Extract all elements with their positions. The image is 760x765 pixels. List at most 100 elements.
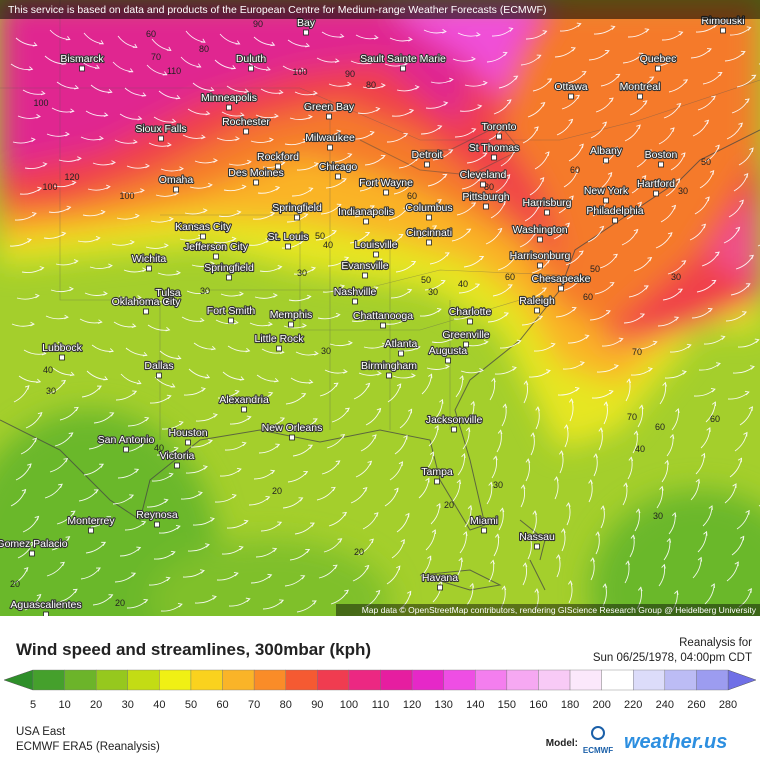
streamline-arrow <box>99 40 104 45</box>
city-marker <box>658 161 664 168</box>
streamline-arrow <box>131 323 137 328</box>
streamline-arrow <box>142 267 147 272</box>
streamline-arrow <box>405 512 410 518</box>
streamline-arrow <box>24 385 30 390</box>
streamline-arrow <box>175 95 181 100</box>
streamline-arrow <box>442 28 447 34</box>
city-marker <box>275 163 281 170</box>
streamline-arrow <box>575 94 580 100</box>
streamline-arrow <box>639 404 644 410</box>
streamline-arrow <box>754 338 760 344</box>
city-label: Chicago <box>319 161 358 173</box>
streamline-arrow <box>676 102 682 108</box>
city-marker <box>226 104 232 111</box>
city-label: Ottawa <box>554 81 587 93</box>
streamline-arrow <box>341 105 347 111</box>
streamline-arrow <box>488 481 493 487</box>
contour-label: 20 <box>115 598 125 608</box>
streamline-arrow <box>103 112 109 117</box>
city-label: Monterrey <box>67 515 115 527</box>
streamline-arrow <box>61 231 67 237</box>
city-label: Evansville <box>341 260 388 272</box>
city-marker <box>88 527 94 534</box>
contour-label: 60 <box>655 422 665 432</box>
streamline-arrow <box>511 148 516 154</box>
streamline-arrow <box>375 589 381 595</box>
city-label: Pittsburgh <box>462 191 509 203</box>
streamline-arrow <box>168 472 174 478</box>
city-label: Milwaukee <box>305 132 355 144</box>
contour-label: 50 <box>590 264 600 274</box>
city-marker <box>174 462 180 469</box>
city-marker <box>363 218 369 225</box>
streamline-arrow <box>523 380 529 385</box>
streamline-arrow <box>335 312 341 318</box>
streamline-arrow <box>623 482 628 488</box>
colorbar-cell <box>127 669 160 691</box>
streamline-arrow <box>209 87 215 92</box>
city-marker <box>451 426 457 433</box>
streamline-arrow <box>630 534 636 540</box>
streamline-arrow <box>434 425 439 430</box>
streamline-arrow <box>581 71 587 76</box>
streamline-arrow <box>635 508 641 514</box>
colorbar-tick-label: 120 <box>403 699 421 711</box>
streamline-arrow <box>576 22 582 27</box>
streamline-arrow <box>205 374 211 379</box>
streamline-arrow <box>739 199 744 205</box>
contour-label: 20 <box>444 500 454 510</box>
streamline-arrow <box>36 378 42 384</box>
streamline-arrow <box>708 505 713 510</box>
streamline-arrow <box>394 487 399 493</box>
streamline-arrow <box>564 424 569 429</box>
colorbar-tick-label: 30 <box>122 699 134 711</box>
streamline-arrow <box>532 510 538 515</box>
streamline-arrow <box>641 175 647 180</box>
colorbar-tick-label: 200 <box>592 699 610 711</box>
streamline-arrow <box>712 23 718 28</box>
streamline-arrow <box>448 77 454 83</box>
streamline-arrow <box>97 319 103 324</box>
streamline-arrow <box>444 252 450 257</box>
streamline-arrow <box>471 202 477 207</box>
streamline-arrow <box>198 491 203 496</box>
streamline-arrow <box>177 602 183 608</box>
streamline-arrow <box>275 186 281 191</box>
streamline-arrow <box>279 599 285 604</box>
streamline-arrow <box>108 263 113 269</box>
streamline-arrow <box>637 586 643 592</box>
streamline-arrow <box>308 187 314 192</box>
city-label: Tampa <box>421 466 453 478</box>
city-label: Philadelphia <box>586 205 643 217</box>
city-marker <box>326 113 332 120</box>
streamline-arrow <box>414 157 420 162</box>
streamline-arrow <box>614 364 619 369</box>
streamline-arrow <box>449 336 455 341</box>
streamline-arrow <box>107 88 113 94</box>
streamline-arrow <box>109 412 115 417</box>
streamline-arrow <box>34 515 40 521</box>
city-marker <box>537 236 543 243</box>
streamline-arrow <box>590 557 595 562</box>
city-marker <box>243 128 249 135</box>
streamline-arrow <box>550 342 556 348</box>
streamline-arrow <box>743 431 748 437</box>
streamline-arrow <box>365 231 371 237</box>
streamline-arrow <box>520 484 526 490</box>
streamline-arrow <box>715 251 720 256</box>
streamline-arrow <box>545 151 550 156</box>
city-label: Little Rock <box>254 333 304 345</box>
streamline-arrow <box>298 239 304 245</box>
colorbar-cell <box>696 669 729 691</box>
streamline-arrow <box>491 377 496 383</box>
streamline-arrow <box>170 383 176 388</box>
colorbar-cell <box>443 669 476 691</box>
streamline-arrow <box>330 486 336 492</box>
streamline-arrow <box>411 261 417 266</box>
streamline-arrow <box>745 509 750 515</box>
contour-label: 60 <box>710 414 720 424</box>
streamline-arrow <box>715 144 720 150</box>
streamline-arrow <box>23 566 29 572</box>
city-label: Duluth <box>236 53 267 65</box>
streamline-arrow <box>369 205 375 210</box>
